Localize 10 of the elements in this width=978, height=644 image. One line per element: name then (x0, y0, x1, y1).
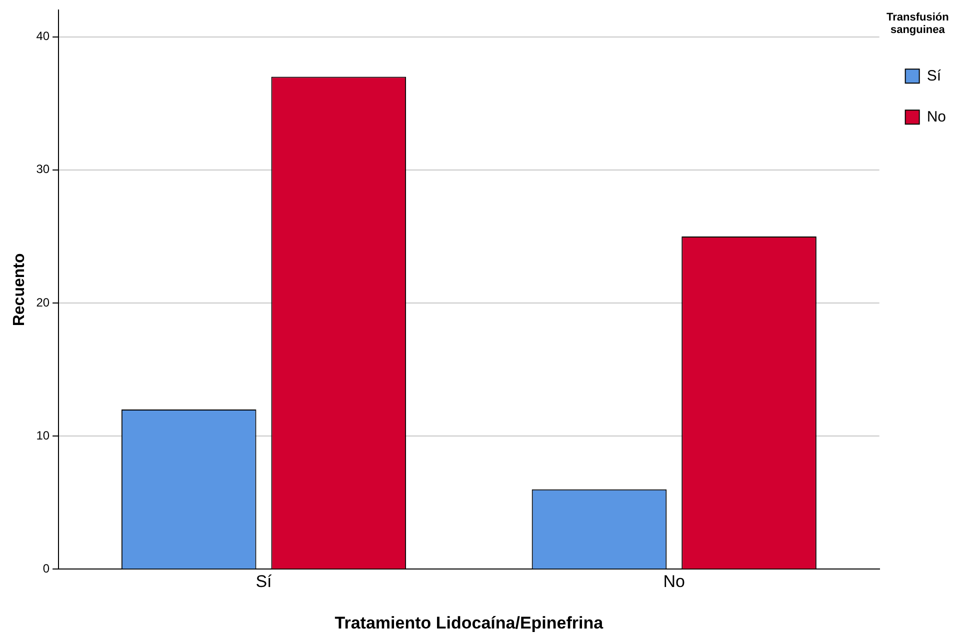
y-tick-label: 0 (42, 562, 50, 576)
y-axis-title: Recuento (11, 253, 28, 326)
y-tick-label: 40 (36, 29, 50, 44)
legend-title: Transfusión sanguinea (886, 12, 950, 36)
legend-label: Sí (926, 67, 942, 84)
x-axis-title: Tratamiento Lidocaína/Epinefrina (334, 613, 604, 632)
y-tick-label: 20 (36, 295, 50, 310)
legend-label: No (926, 108, 946, 126)
y-tick-label: 30 (36, 162, 50, 176)
y-tick-label: 10 (36, 428, 50, 442)
